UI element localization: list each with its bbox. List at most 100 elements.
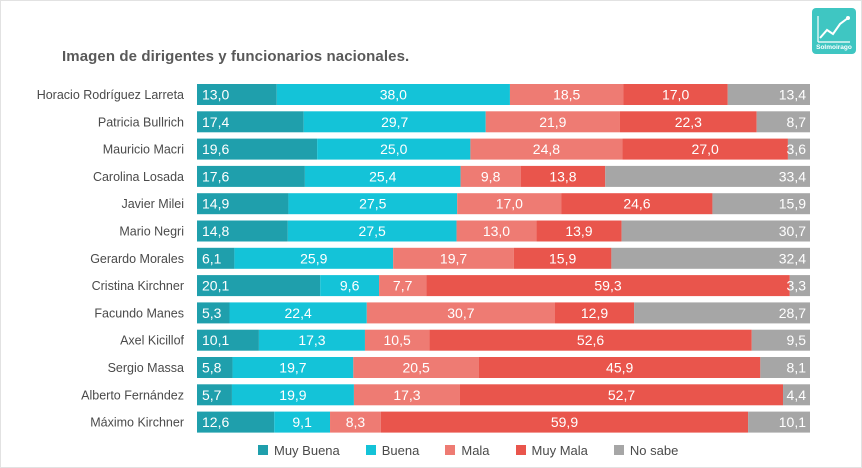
- bar-segment: [320, 275, 380, 297]
- bar-segment: [197, 84, 277, 105]
- value-label: 38,0: [380, 87, 407, 103]
- value-label: 13,0: [483, 223, 510, 239]
- bar-segment: [470, 138, 623, 160]
- legend-label: Muy Buena: [274, 442, 340, 458]
- legend-label: Buena: [381, 442, 420, 458]
- value-label: 24,6: [623, 196, 650, 212]
- bar-segment: [748, 411, 810, 433]
- bar-segment: [622, 138, 788, 160]
- value-label: 3,6: [787, 141, 807, 157]
- value-label: 8,1: [787, 360, 807, 376]
- value-label: 9,1: [292, 414, 312, 430]
- bar-segment: [353, 384, 460, 406]
- value-label: 9,8: [481, 168, 501, 184]
- category-label: Alberto Fernández: [81, 388, 184, 402]
- legend-swatch: [613, 445, 624, 455]
- bar-segment: [756, 111, 810, 133]
- value-label: 3,3: [787, 278, 807, 294]
- bar-segment: [276, 84, 510, 105]
- category-label: Horacio Rodríguez Larreta: [37, 88, 184, 102]
- legend-label: Mala: [461, 442, 490, 458]
- value-label: 5,8: [202, 360, 222, 376]
- bar-segment: [229, 302, 367, 324]
- bar-segment: [460, 165, 521, 187]
- value-label: 17,6: [202, 168, 229, 184]
- value-label: 4,4: [787, 387, 807, 403]
- bar-segment: [197, 138, 318, 160]
- value-label: 22,4: [285, 305, 312, 321]
- value-label: 29,7: [381, 114, 408, 130]
- value-label: 5,7: [202, 387, 222, 403]
- bar-segment: [459, 384, 784, 406]
- bar-row: Sergio Massa 5,8 19,7 20,5 45,9 8,1: [108, 357, 810, 378]
- bar-segment: [787, 138, 810, 160]
- legend-item: Buena: [365, 442, 420, 458]
- bar-segment: [621, 220, 810, 242]
- bar-segment: [380, 411, 749, 433]
- category-label: Cristina Kirchner: [92, 279, 184, 293]
- bar-row: Horacio Rodríguez Larreta 13,0 38,0 18,5 17,…: [37, 84, 810, 105]
- value-label: 15,9: [779, 196, 806, 212]
- trend-chart-icon: [817, 16, 850, 43]
- value-label: 5,3: [202, 305, 222, 321]
- value-label: 8,7: [787, 114, 807, 130]
- value-label: 52,6: [577, 332, 604, 348]
- bar-segment: [561, 193, 713, 215]
- bar-row: Mauricio Macri 19,6 25,0 24,8 27,0 3,6: [103, 138, 810, 160]
- value-label: 27,5: [359, 196, 386, 212]
- logo-text: Solmoirago: [816, 44, 852, 51]
- legend-swatch: [365, 445, 376, 455]
- bar-segment: [197, 247, 235, 269]
- value-label: 6,1: [202, 250, 222, 266]
- value-label: 10,1: [779, 414, 806, 430]
- value-label: 19,9: [279, 387, 306, 403]
- value-label: 12,9: [581, 305, 608, 321]
- value-label: 17,0: [662, 87, 689, 103]
- bar-segment: [197, 193, 289, 215]
- value-label: 9,5: [787, 332, 807, 348]
- bar-segment: [634, 302, 810, 324]
- value-label: 20,5: [403, 360, 430, 376]
- value-label: 17,4: [202, 114, 229, 130]
- bar-segment: [611, 247, 810, 269]
- value-label: 17,0: [496, 196, 523, 212]
- value-label: 14,9: [202, 196, 229, 212]
- legend-item: Mala: [445, 442, 490, 458]
- value-label: 52,7: [608, 387, 635, 403]
- bar-segment: [619, 111, 757, 133]
- value-label: 21,9: [539, 114, 566, 130]
- bar-segment: [353, 357, 479, 378]
- bar-segment: [623, 84, 728, 105]
- value-label: 22,3: [675, 114, 702, 130]
- value-label: 25,0: [380, 141, 407, 157]
- legend-swatch: [258, 445, 268, 455]
- category-label: Mauricio Macri: [103, 143, 184, 157]
- bar-segment: [197, 275, 321, 297]
- bar-segment: [364, 329, 430, 351]
- chart-legend: Muy Buena Buena Mala Muy Mala No sabe: [258, 442, 704, 458]
- legend-label: Muy Mala: [531, 442, 588, 458]
- bar-row: Máximo Kirchner 12,6 9,1 8,3 59,9 10,1: [90, 411, 810, 433]
- legend-item: No sabe: [613, 443, 678, 458]
- bar-row: Javier Milei 14,9 27,5 17,0 24,6 15,9: [121, 193, 810, 215]
- bar-segment: [197, 329, 259, 351]
- value-label: 32,4: [779, 250, 806, 266]
- bar-segment: [197, 220, 288, 242]
- category-label: Sergio Massa: [108, 361, 184, 375]
- value-label: 17,3: [393, 387, 420, 403]
- bar-segment: [712, 193, 810, 215]
- bar-segment: [485, 111, 620, 133]
- bar-segment: [513, 247, 612, 269]
- bar-segment: [379, 275, 427, 297]
- bar-row: Cristina Kirchner 20,1 9,6 7,7 59,3 3,3: [92, 275, 810, 297]
- bar-segment: [393, 247, 514, 269]
- bar-segment: [258, 329, 365, 351]
- value-label: 10,5: [384, 332, 411, 348]
- bar-segment: [457, 193, 562, 215]
- bar-segment: [197, 357, 233, 378]
- bar-segment: [288, 193, 458, 215]
- bar-segment: [760, 357, 810, 378]
- value-label: 13,0: [202, 87, 229, 103]
- bar-segment: [197, 302, 230, 324]
- category-label: Javier Milei: [121, 197, 184, 211]
